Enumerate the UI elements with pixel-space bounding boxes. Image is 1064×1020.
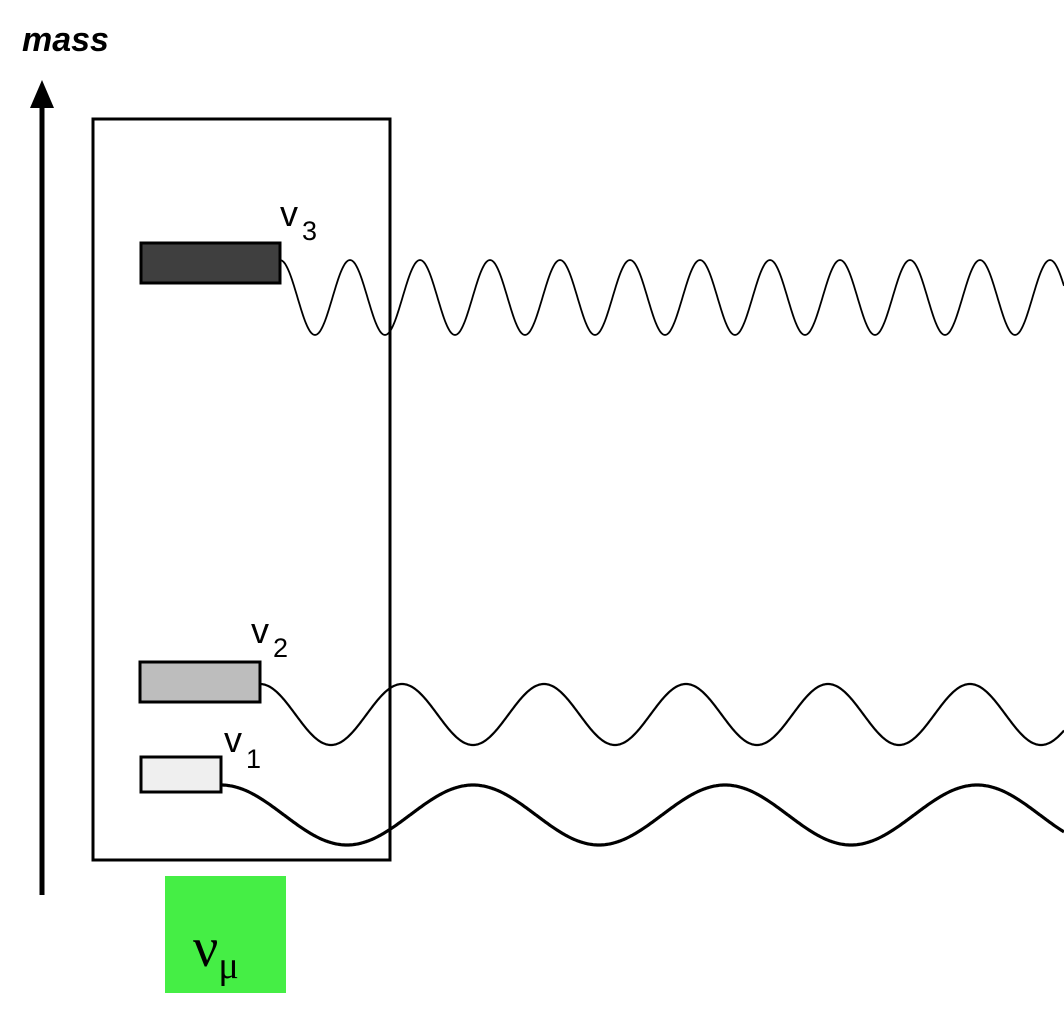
axis-label: mass: [22, 21, 109, 59]
flavor-state-box: [165, 876, 286, 993]
flavor-state-label: νμ: [193, 917, 239, 987]
wave-v2: [260, 682, 1064, 747]
wave-v1: [221, 783, 1064, 847]
mass-state-v1-bar: [139, 755, 223, 794]
mass-state-v3-bar: [139, 241, 282, 285]
wave-v3: [279, 259, 1064, 336]
mass-axis-arrowhead: [30, 80, 54, 108]
mass-state-v2-bar: [138, 660, 262, 704]
mass-eigenstate-box: [91, 117, 392, 862]
